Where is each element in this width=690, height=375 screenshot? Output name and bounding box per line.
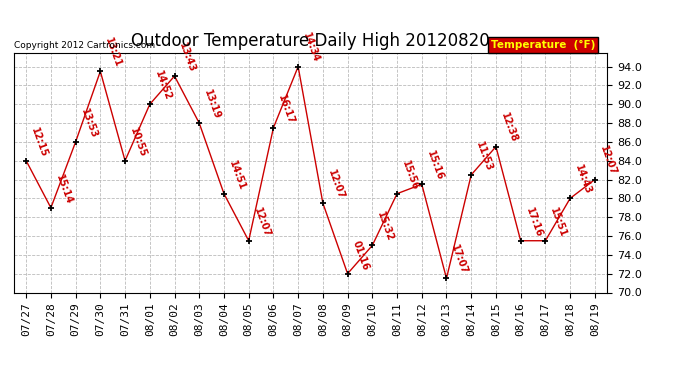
Text: 12:15: 12:15 <box>29 126 49 158</box>
Text: 11:53: 11:53 <box>474 140 494 172</box>
Text: 13:43: 13:43 <box>177 41 197 74</box>
Text: 14:51: 14:51 <box>227 159 247 191</box>
Text: Copyright 2012 Cartronics.com: Copyright 2012 Cartronics.com <box>14 41 155 50</box>
Text: Temperature  (°F): Temperature (°F) <box>491 40 595 50</box>
Text: 14:34: 14:34 <box>301 32 321 64</box>
Text: 10:55: 10:55 <box>128 126 148 158</box>
Text: 14:52: 14:52 <box>152 69 172 102</box>
Text: 13:53: 13:53 <box>79 107 99 140</box>
Text: 15:32: 15:32 <box>375 210 395 243</box>
Text: 15:56: 15:56 <box>400 159 420 191</box>
Text: 15:16: 15:16 <box>425 149 445 182</box>
Text: 15:51: 15:51 <box>549 206 569 238</box>
Text: 13:21: 13:21 <box>104 36 124 69</box>
Text: 12:07: 12:07 <box>598 145 618 177</box>
Text: 13:19: 13:19 <box>202 88 222 121</box>
Text: 12:38: 12:38 <box>499 112 519 144</box>
Text: 17:16: 17:16 <box>524 206 544 238</box>
Text: 16:17: 16:17 <box>277 93 297 126</box>
Text: 14:43: 14:43 <box>573 164 593 196</box>
Title: Outdoor Temperature Daily High 20120820: Outdoor Temperature Daily High 20120820 <box>131 32 490 50</box>
Text: 12:07: 12:07 <box>252 206 272 238</box>
Text: 15:14: 15:14 <box>54 173 74 206</box>
Text: 17:07: 17:07 <box>449 243 469 276</box>
Text: 01:16: 01:16 <box>351 239 371 272</box>
Text: 12:07: 12:07 <box>326 168 346 201</box>
